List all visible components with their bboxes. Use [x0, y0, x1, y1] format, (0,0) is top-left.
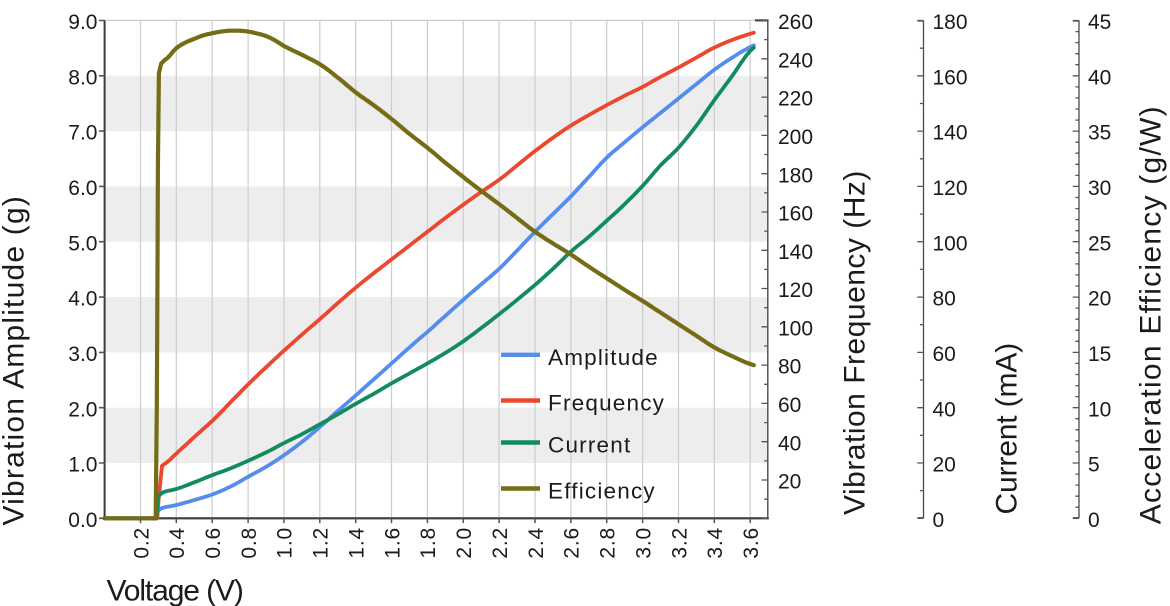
svg-text:45: 45: [1088, 11, 1111, 34]
svg-text:60: 60: [933, 343, 956, 366]
svg-text:1.6: 1.6: [381, 527, 404, 559]
svg-text:60: 60: [778, 394, 801, 417]
svg-text:1.0: 1.0: [68, 454, 97, 477]
svg-text:Acceleration Efficiency (g/W): Acceleration Efficiency (g/W): [1135, 105, 1168, 524]
svg-text:3.0: 3.0: [68, 343, 97, 366]
svg-text:220: 220: [778, 88, 813, 111]
svg-text:80: 80: [933, 288, 956, 311]
svg-text:0.6: 0.6: [202, 527, 225, 559]
svg-text:40: 40: [933, 398, 956, 421]
svg-text:260: 260: [778, 11, 813, 34]
svg-text:0: 0: [1088, 509, 1100, 532]
svg-text:2.4: 2.4: [525, 527, 548, 559]
svg-text:Current: Current: [548, 433, 631, 458]
svg-text:5: 5: [1088, 454, 1100, 477]
svg-text:2.6: 2.6: [561, 527, 584, 559]
svg-text:3.4: 3.4: [704, 527, 727, 559]
svg-text:20: 20: [933, 454, 956, 477]
svg-text:20: 20: [778, 471, 801, 494]
svg-text:120: 120: [778, 279, 813, 302]
svg-text:200: 200: [778, 126, 813, 149]
svg-text:140: 140: [933, 122, 968, 145]
svg-text:2.0: 2.0: [68, 398, 97, 421]
svg-text:0: 0: [933, 509, 945, 532]
svg-text:9.0: 9.0: [68, 11, 97, 34]
svg-text:30: 30: [1088, 177, 1111, 200]
svg-text:20: 20: [1088, 288, 1111, 311]
svg-text:100: 100: [778, 317, 813, 340]
svg-text:Amplitude: Amplitude: [548, 345, 659, 370]
svg-text:0.4: 0.4: [166, 527, 189, 559]
svg-text:1.0: 1.0: [274, 527, 297, 559]
svg-text:240: 240: [778, 49, 813, 72]
svg-text:6.0: 6.0: [68, 177, 97, 200]
svg-text:Efficiency: Efficiency: [548, 479, 656, 504]
svg-text:2.8: 2.8: [597, 527, 620, 559]
svg-text:2.0: 2.0: [453, 527, 476, 559]
svg-text:5.0: 5.0: [68, 232, 97, 255]
svg-text:120: 120: [933, 177, 968, 200]
svg-text:0.2: 0.2: [130, 527, 153, 559]
svg-text:25: 25: [1088, 232, 1111, 255]
svg-text:0.0: 0.0: [68, 509, 97, 532]
svg-text:80: 80: [778, 356, 801, 379]
svg-text:2.2: 2.2: [489, 527, 512, 559]
svg-text:10: 10: [1088, 398, 1111, 421]
svg-text:15: 15: [1088, 343, 1111, 366]
svg-text:180: 180: [778, 164, 813, 187]
svg-text:3.6: 3.6: [740, 527, 763, 559]
svg-text:4.0: 4.0: [68, 288, 97, 311]
svg-text:35: 35: [1088, 122, 1111, 145]
svg-text:7.0: 7.0: [68, 122, 97, 145]
svg-text:180: 180: [933, 11, 968, 34]
svg-text:Vibration Frequency (Hz): Vibration Frequency (Hz): [839, 170, 872, 515]
svg-text:1.8: 1.8: [417, 527, 440, 559]
svg-text:0.8: 0.8: [238, 527, 261, 559]
svg-text:Frequency: Frequency: [548, 391, 665, 416]
svg-text:40: 40: [1088, 66, 1111, 89]
svg-text:160: 160: [778, 203, 813, 226]
svg-text:Voltage (V): Voltage (V): [107, 575, 243, 606]
svg-text:160: 160: [933, 66, 968, 89]
svg-text:3.2: 3.2: [668, 527, 691, 559]
svg-text:Vibration Amplitude (g): Vibration Amplitude (g): [0, 195, 31, 526]
svg-text:1.4: 1.4: [346, 527, 369, 559]
svg-text:8.0: 8.0: [68, 66, 97, 89]
svg-text:100: 100: [933, 232, 968, 255]
svg-text:1.2: 1.2: [310, 527, 333, 559]
svg-text:3.0: 3.0: [632, 527, 655, 559]
svg-text:Current (mA): Current (mA): [991, 343, 1024, 515]
svg-text:40: 40: [778, 432, 801, 455]
svg-text:140: 140: [778, 241, 813, 264]
